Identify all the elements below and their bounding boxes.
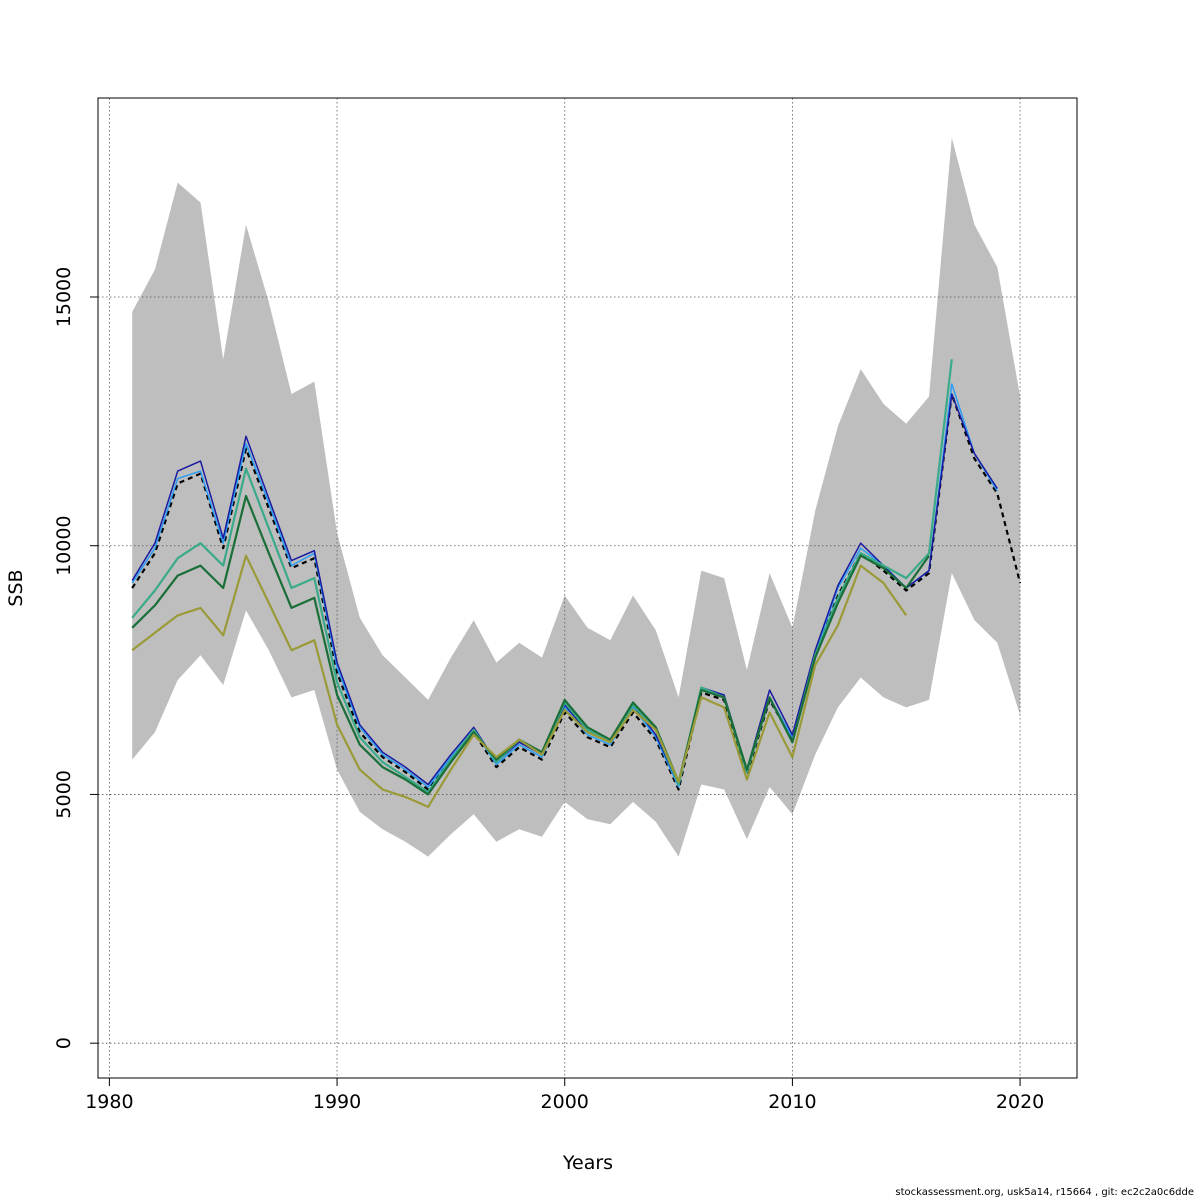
plot-frame — [97, 97, 1078, 1079]
axis-layer: 1980 1990 2000 2010 2020 0 5000 10000 15000 — [53, 267, 1044, 1113]
x-tick-label: 2020 — [996, 1091, 1044, 1113]
x-axis-label: Years — [562, 1152, 613, 1174]
y-tick-label: 0 — [53, 1037, 75, 1049]
y-tick-label: 10000 — [53, 515, 75, 575]
series-layer — [131, 359, 1022, 809]
confidence-band-layer — [132, 137, 1021, 857]
x-tick-label: 2010 — [768, 1091, 816, 1113]
grid-layer — [98, 98, 1077, 1078]
series-line-6 — [131, 554, 908, 809]
x-tick-label: 1990 — [313, 1091, 361, 1113]
y-axis-label: SSB — [5, 569, 27, 606]
x-tick-label: 1980 — [85, 1091, 133, 1113]
x-tick-label: 2000 — [541, 1091, 589, 1113]
footer-credit: stockassessment.org, usk5a14, r15664 , g… — [895, 1187, 1194, 1198]
y-tick-label: 15000 — [53, 267, 75, 327]
confidence-band — [132, 137, 1021, 857]
series-line-2 — [131, 383, 998, 788]
y-tick-label: 5000 — [53, 770, 75, 818]
